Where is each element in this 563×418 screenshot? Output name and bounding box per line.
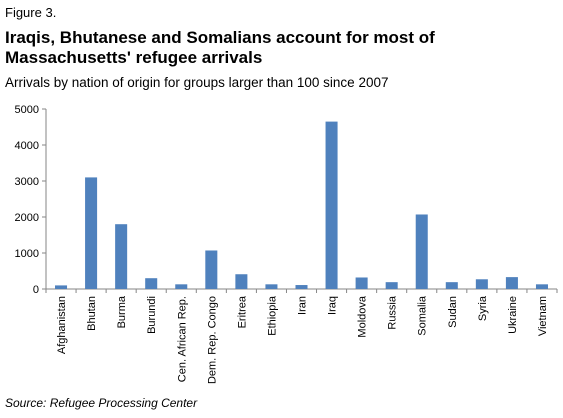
x-tick-label: Afghanistan (56, 296, 68, 354)
bar-ukraine (505, 277, 518, 289)
x-tick-label: Syria (477, 295, 489, 321)
y-tick-label: 4000 (15, 140, 39, 152)
source-note: Source: Refugee Processing Center (5, 396, 198, 410)
x-tick-label: Eritrea (236, 295, 248, 328)
x-tick-label: Ukraine (507, 296, 519, 334)
bar-ethiopia (265, 284, 278, 289)
bar-dem-rep-congo (205, 250, 218, 289)
y-tick-label: 0 (33, 284, 39, 296)
bar-russia (385, 282, 398, 289)
chart-subtitle: Arrivals by nation of origin for groups … (5, 75, 389, 90)
y-tick-label: 3000 (15, 176, 39, 188)
figure-label: Figure 3. (5, 5, 57, 20)
bar-vietnam (535, 284, 548, 289)
bar-afghanistan (55, 285, 68, 289)
bar-cen-african-rep (175, 284, 188, 289)
chart-title: Iraqis, Bhutanese and Somalians account … (5, 28, 435, 67)
x-tick-label: Burundi (146, 296, 158, 334)
x-tick-label: Bhutan (86, 296, 98, 331)
x-tick-label: Dem. Rep. Congo (206, 296, 218, 384)
bar-burundi (145, 278, 158, 289)
bar-iraq (325, 121, 338, 289)
bar-bhutan (85, 177, 98, 289)
x-tick-labels: Afghanistan Bhutan Burma Burundi Cen. Africa… (56, 295, 549, 384)
y-tick-label: 1000 (15, 248, 39, 260)
y-tick-label: 2000 (15, 212, 39, 224)
bar-moldova (355, 277, 368, 289)
bar-iran (295, 285, 308, 289)
bar-burma (115, 224, 128, 289)
x-tick-label: Iran (297, 296, 309, 315)
bar-eritrea (235, 274, 248, 289)
x-tick-label: Sudan (447, 296, 459, 328)
bar-syria (475, 279, 488, 289)
x-tick-label: Somalia (417, 295, 429, 336)
x-tick-label: Ethiopia (266, 295, 278, 336)
bar-sudan (445, 282, 458, 289)
x-tick-label: Vietnam (537, 296, 549, 336)
x-axis (45, 288, 558, 293)
x-tick-label: Russia (387, 295, 399, 330)
x-tick-label: Burma (116, 295, 128, 328)
x-tick-label: Moldova (357, 295, 369, 337)
x-tick-label: Iraq (327, 296, 339, 315)
bars (55, 121, 548, 289)
bar-somalia (415, 214, 428, 289)
x-tick-label: Cen. African Rep. (176, 296, 188, 382)
y-axis: 0 1000 2000 3000 4000 5000 (15, 104, 47, 296)
y-tick-label: 5000 (15, 104, 39, 116)
